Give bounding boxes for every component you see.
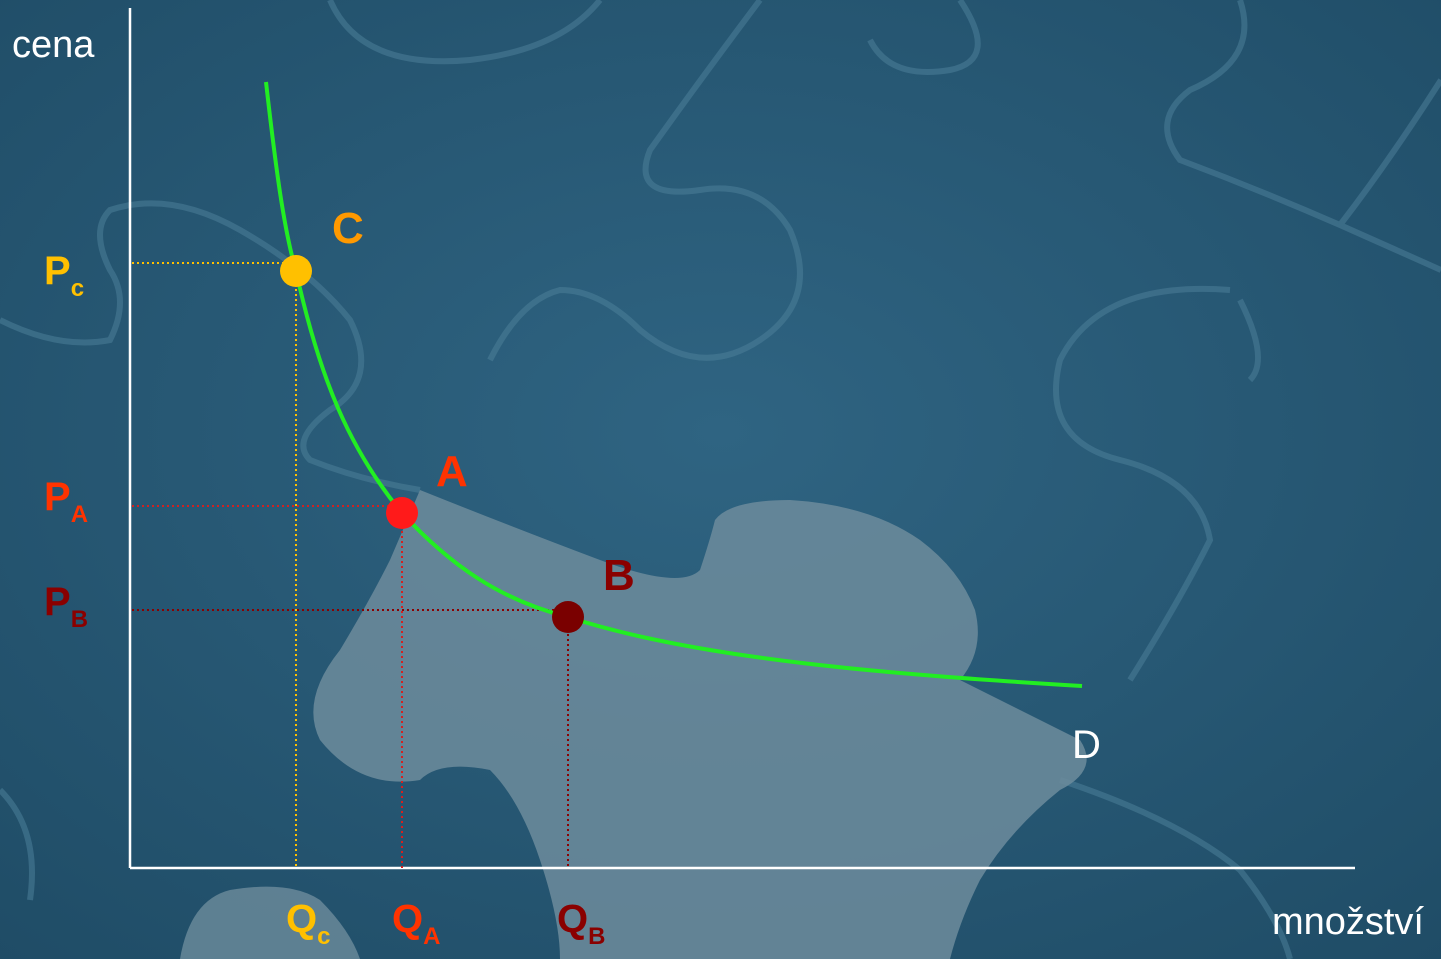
puzzle-edge — [327, 0, 603, 65]
quantity-label-a-main: Q — [392, 897, 423, 941]
puzzle-edge — [1053, 285, 1231, 682]
axes — [128, 8, 1355, 870]
puzzle-edge — [487, 0, 803, 362]
price-label-c-sub: c — [71, 275, 84, 302]
price-label-b-sub: B — [71, 606, 88, 633]
price-label-b-main: P — [44, 580, 71, 624]
demand-curve — [264, 81, 1083, 688]
puzzle-edge — [0, 787, 35, 901]
price-label-a: PA — [44, 475, 88, 528]
quantity-label-a: QA — [392, 897, 440, 950]
point-label-b: B — [603, 551, 635, 600]
price-label-a-main: P — [44, 475, 71, 519]
puzzle-edge — [1164, 0, 1441, 273]
puzzle-edge — [1337, 78, 1441, 227]
puzzle-edge — [0, 200, 421, 493]
price-label-c-main: P — [44, 249, 71, 293]
light-puzzle-piece — [180, 886, 360, 959]
puzzle-edge — [1237, 298, 1261, 383]
price-label-a-sub: A — [71, 501, 88, 528]
point-a — [386, 497, 418, 529]
quantity-label-b-main: Q — [557, 897, 588, 941]
price-label-c: Pc — [44, 249, 84, 302]
point-b — [552, 601, 584, 633]
quantity-label-a-sub: A — [423, 923, 440, 950]
price-label-b: PB — [44, 580, 88, 633]
light-puzzle-piece — [313, 490, 1087, 959]
quantity-label-c-main: Q — [286, 897, 317, 941]
quantity-label-c: Qc — [286, 897, 330, 950]
curve-label: D — [1072, 723, 1101, 767]
quantity-label-b: QB — [557, 897, 605, 950]
point-c — [280, 255, 312, 287]
puzzle-edge — [867, 0, 981, 75]
point-label-a: A — [436, 447, 468, 496]
quantity-label-c-sub: c — [317, 923, 330, 950]
x-axis-label: množství — [1272, 901, 1424, 943]
point-label-c: C — [332, 204, 364, 253]
quantity-label-b-sub: B — [588, 923, 605, 950]
y-axis-label: cena — [12, 24, 95, 66]
puzzle-edge — [1059, 777, 1293, 959]
